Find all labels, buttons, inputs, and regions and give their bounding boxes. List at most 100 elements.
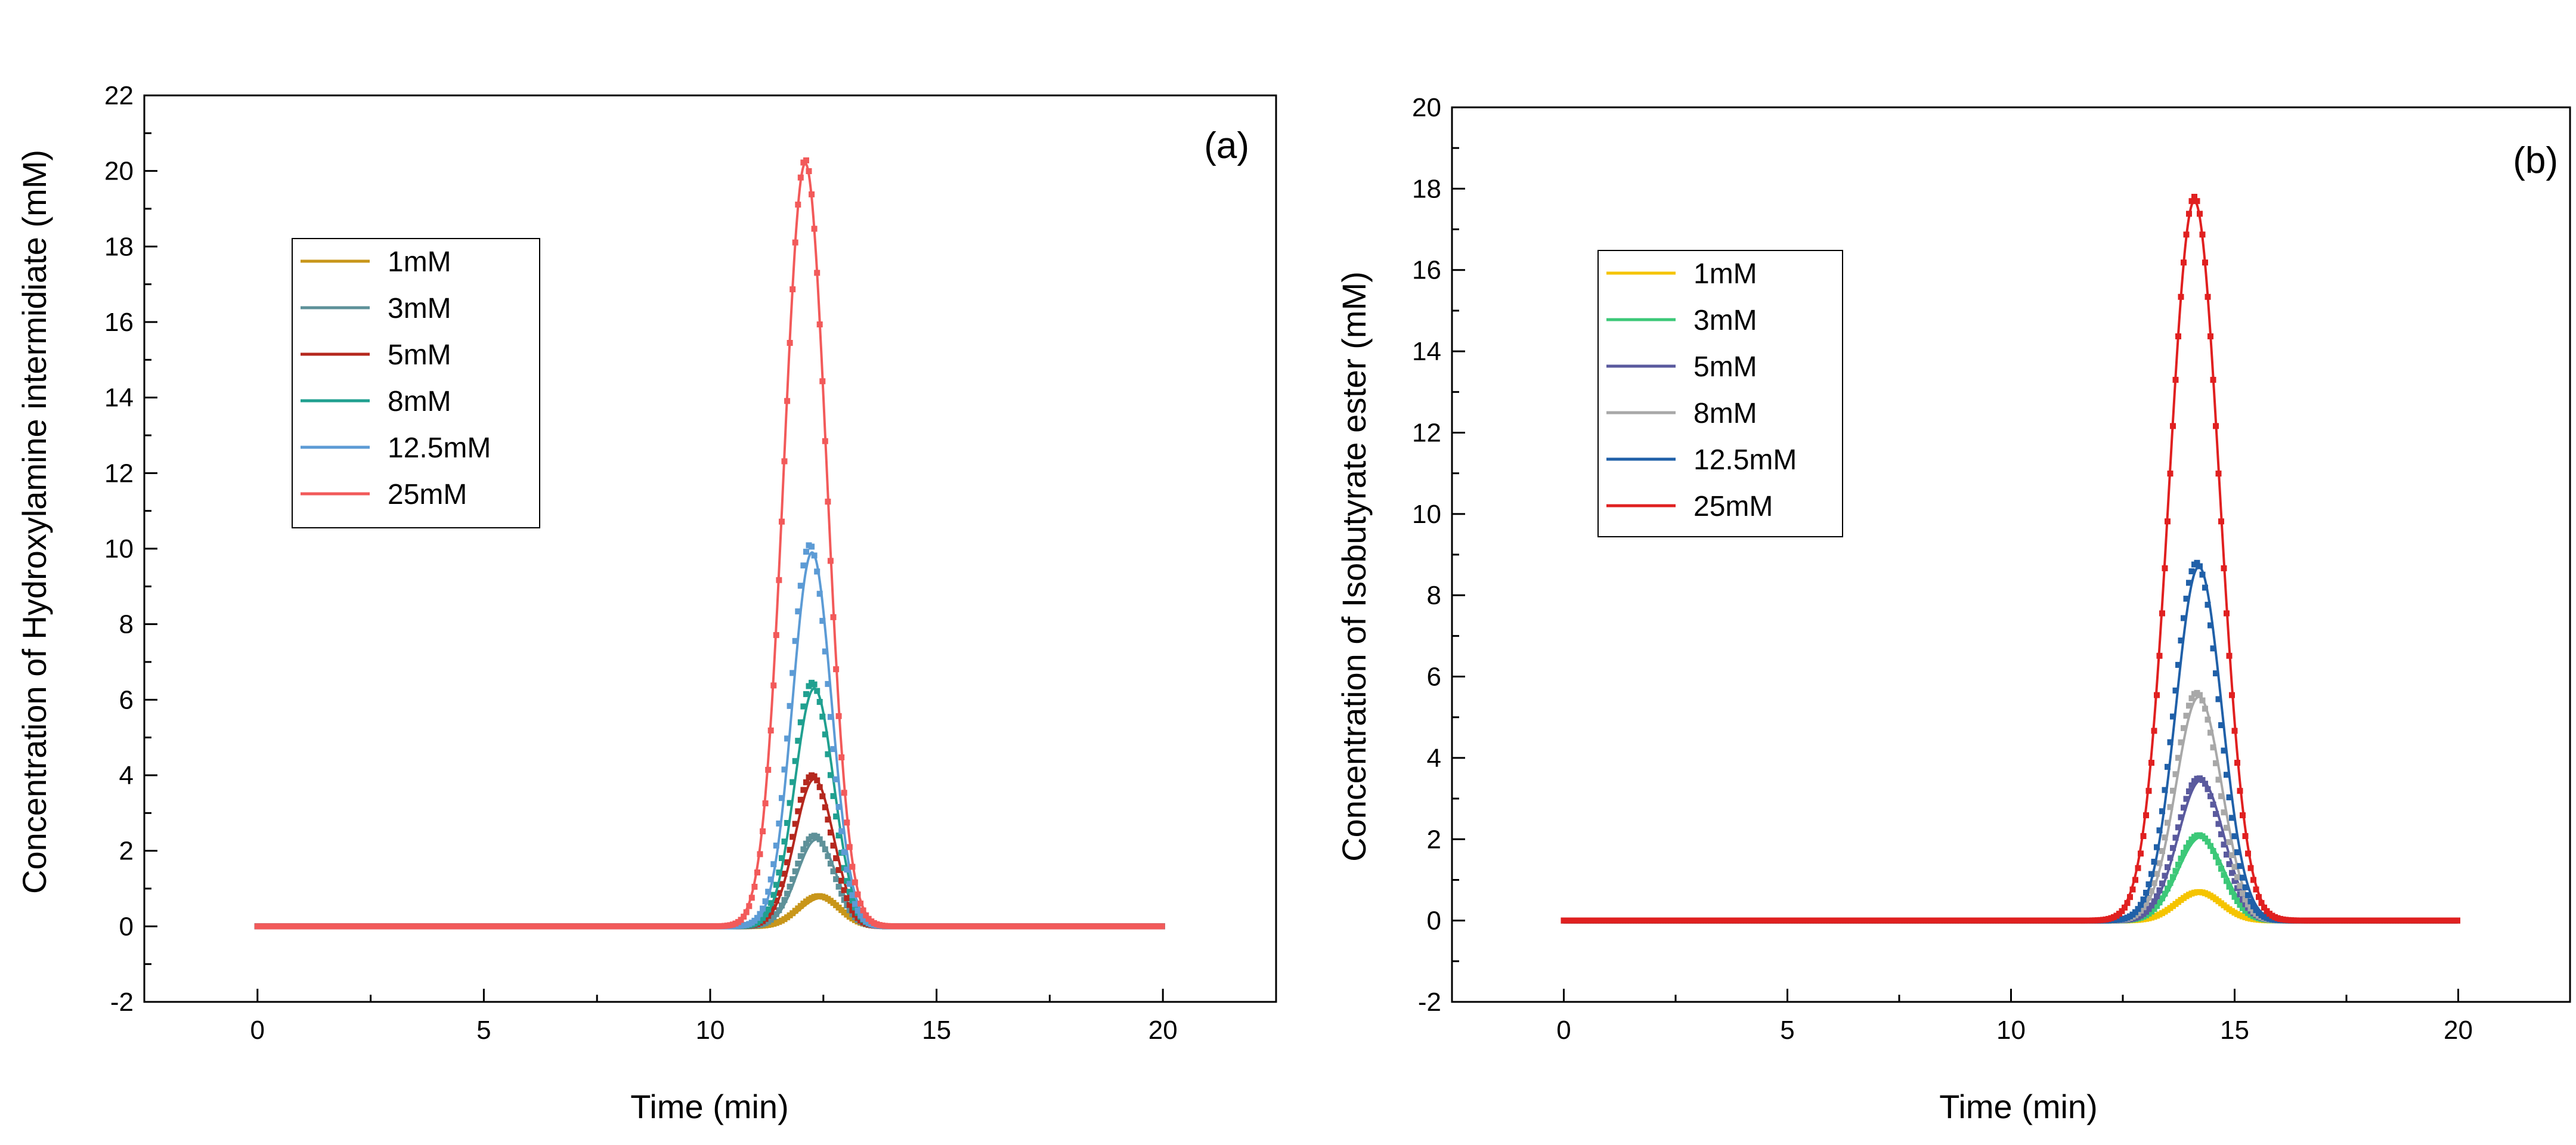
data-point — [2186, 703, 2192, 709]
data-point — [2167, 739, 2174, 745]
data-point — [2240, 812, 2246, 819]
data-point — [825, 751, 831, 757]
x-tick-label: 15 — [2220, 1016, 2249, 1045]
data-point — [819, 713, 826, 720]
series-points-25mM — [254, 157, 1165, 930]
data-point — [776, 820, 782, 827]
data-point — [860, 907, 866, 914]
data-point — [822, 846, 828, 853]
data-point — [2215, 471, 2222, 477]
data-point — [789, 286, 796, 293]
data-point — [833, 876, 840, 883]
data-point — [2205, 716, 2211, 723]
data-point — [2140, 833, 2147, 839]
data-point — [2170, 423, 2176, 429]
data-point — [776, 869, 782, 876]
y-tick-label: 0 — [1427, 906, 1441, 936]
legend-label-5mM: 5mM — [388, 339, 451, 371]
data-point — [846, 902, 853, 908]
data-point — [770, 861, 777, 868]
data-point — [863, 912, 869, 918]
y-tick-label: 14 — [1412, 337, 1441, 366]
data-point — [2183, 595, 2190, 602]
data-point — [795, 608, 801, 615]
data-point — [2170, 844, 2176, 851]
data-point — [2242, 884, 2249, 890]
series-fit-line-12.5mM — [1563, 565, 2459, 922]
data-point — [2231, 833, 2238, 840]
data-point — [2194, 559, 2200, 566]
data-point — [760, 828, 766, 834]
data-point — [2210, 376, 2216, 383]
data-point — [809, 543, 815, 550]
data-point — [2210, 848, 2216, 854]
data-point — [838, 890, 845, 897]
data-point — [844, 819, 850, 826]
data-point — [2186, 580, 2192, 586]
y-tick-label: 18 — [104, 232, 134, 261]
data-point — [2145, 881, 2152, 887]
data-point — [2129, 886, 2136, 893]
series-points-5mM — [1561, 775, 2460, 924]
data-point — [838, 877, 845, 884]
data-point — [2145, 906, 2152, 912]
data-point — [2205, 293, 2211, 300]
data-point — [781, 871, 788, 877]
legend-label-1mM: 1mM — [1693, 258, 1757, 290]
series-points-12.5mM — [254, 542, 1165, 930]
data-point — [2215, 821, 2222, 827]
data-point — [787, 847, 793, 853]
data-point — [2194, 198, 2200, 205]
data-point — [2202, 705, 2208, 712]
y-tick-label: 8 — [1427, 581, 1441, 610]
data-point — [2175, 754, 2181, 761]
data-point — [2172, 376, 2179, 383]
data-point — [819, 618, 826, 624]
data-point — [827, 861, 834, 867]
data-point — [2256, 894, 2262, 900]
data-point — [838, 828, 845, 834]
data-point — [803, 779, 809, 785]
data-point — [849, 864, 856, 870]
data-point — [2221, 872, 2227, 878]
legend-label-1mM: 1mM — [388, 246, 451, 278]
data-point — [765, 906, 772, 912]
data-point — [2183, 844, 2190, 851]
data-point — [2122, 904, 2128, 911]
y-tick-label: 20 — [1412, 93, 1441, 122]
y-tick-label: 6 — [1427, 663, 1441, 692]
data-point — [2178, 293, 2184, 300]
data-point — [806, 168, 812, 174]
y-tick-label: 14 — [104, 383, 134, 413]
data-point — [792, 868, 798, 875]
data-point — [781, 838, 788, 845]
data-point — [849, 892, 856, 899]
data-point — [2167, 804, 2174, 810]
data-point — [762, 898, 769, 905]
data-point — [2162, 787, 2168, 793]
data-point — [792, 239, 798, 246]
data-point — [800, 787, 807, 793]
data-point — [2199, 231, 2206, 238]
data-point — [814, 777, 821, 784]
data-point — [2170, 713, 2176, 720]
data-point — [816, 784, 823, 790]
data-point — [787, 800, 793, 806]
legend-box — [1597, 250, 1843, 537]
data-point — [2175, 861, 2181, 868]
data-point — [2172, 868, 2179, 874]
series-points-3mM — [254, 833, 1165, 930]
data-point — [2215, 859, 2222, 866]
data-point — [2183, 796, 2190, 802]
y-tick-label: 2 — [119, 837, 134, 866]
data-point — [2234, 849, 2240, 856]
data-point — [852, 900, 858, 907]
data-point — [2140, 896, 2147, 903]
data-point — [2261, 904, 2267, 911]
data-point — [2165, 864, 2171, 871]
data-point — [2138, 850, 2144, 857]
data-point — [2159, 848, 2165, 854]
data-point — [857, 912, 864, 919]
data-point — [2205, 838, 2211, 845]
legend: 1mM 3mM 5mM 8mM 12.5mM 25mM — [1597, 250, 1843, 537]
